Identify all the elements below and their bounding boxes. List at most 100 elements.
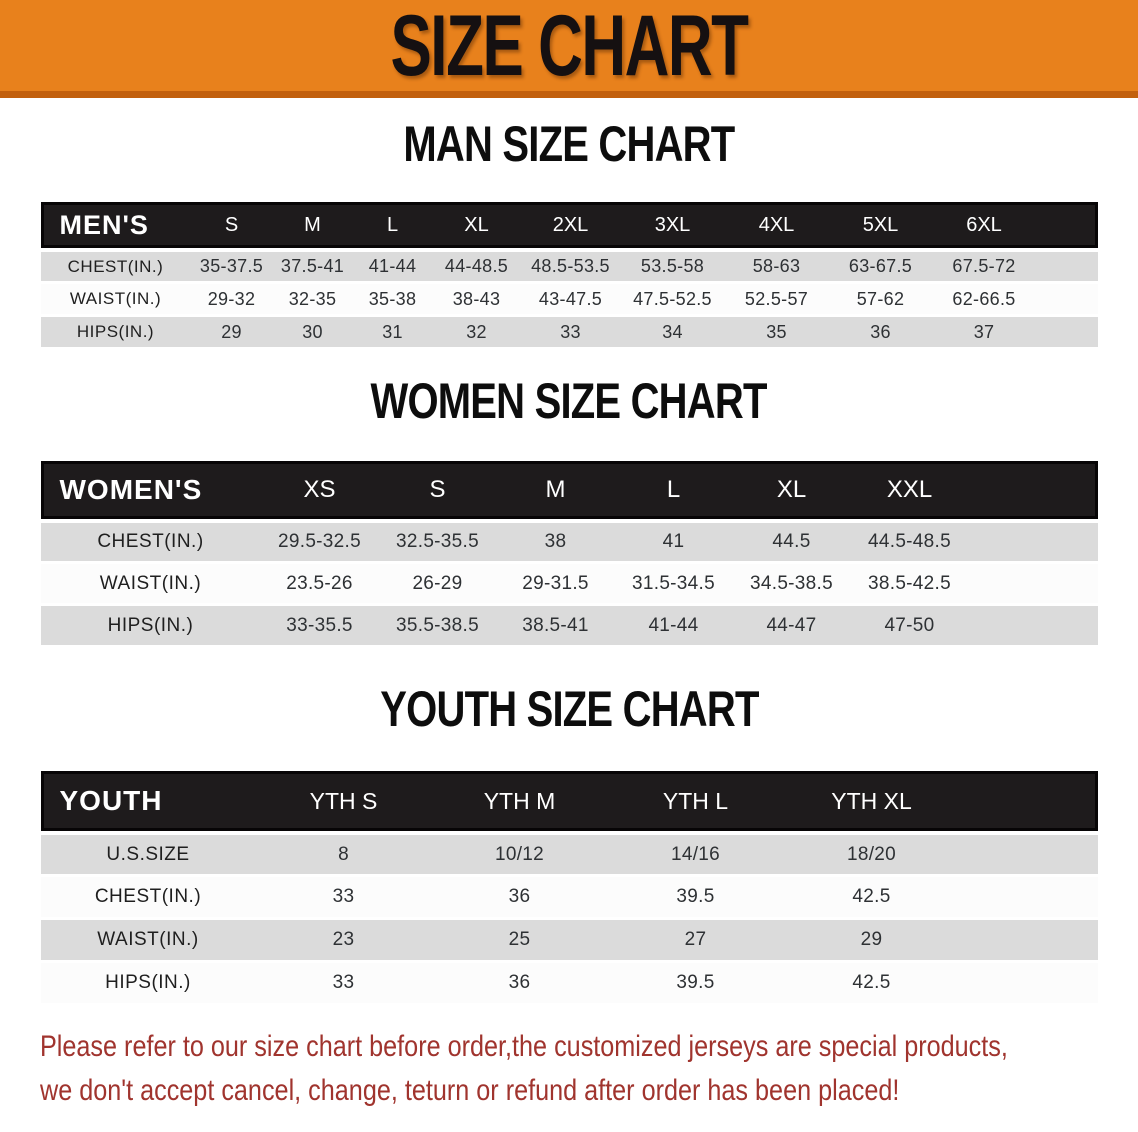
measurement-value: 36 — [431, 874, 608, 917]
column-header: 2XL — [520, 202, 621, 248]
measurement-value: 67.5-72 — [932, 248, 1036, 281]
row-label: HIPS(IN.) — [40, 960, 256, 1003]
measurement-row: CHEST(IN.) 35-37.5 37.5-41 41-44 44-48.5 48.5… — [40, 248, 1098, 281]
measurement-value: 39.5 — [607, 874, 784, 917]
measurement-row: HIPS(IN.) 29 30 31 32 33 34 35 36 37 — [40, 314, 1098, 347]
measurement-value: 44-47 — [732, 603, 851, 645]
column-header: YTH S — [255, 771, 432, 831]
measurement-row: CHEST(IN.) 29.5-32.5 32.5-35.5 38 41 44.5 44.5… — [40, 519, 1098, 561]
measurement-value: 35-38 — [352, 281, 433, 314]
measurement-value: 47-50 — [850, 603, 969, 645]
column-header: XS — [260, 461, 379, 519]
measurement-value: 58-63 — [724, 248, 829, 281]
column-header: YTH M — [431, 771, 608, 831]
row-label: HIPS(IN.) — [40, 603, 261, 645]
size-section-women: WOMEN SIZE CHART WOMEN'S XS S M L XL XXL CHEST… — [0, 373, 1138, 645]
row-filler — [959, 831, 1098, 874]
order-notice: Please refer to our size chart before or… — [40, 1025, 1138, 1113]
section-heading: WOMEN SIZE CHART — [370, 373, 768, 429]
measurement-value: 36 — [828, 314, 933, 347]
section-heading: MAN SIZE CHART — [403, 116, 735, 172]
measurement-value: 38-43 — [432, 281, 521, 314]
row-label: HIPS(IN.) — [40, 314, 191, 347]
measurement-row: U.S.SIZE 8 10/12 14/16 18/20 — [40, 831, 1098, 874]
size-sections: MAN SIZE CHART MEN'S S M L XL 2XL 3XL 4XL 5XL 6XL… — [0, 116, 1138, 1003]
column-header: L — [614, 461, 733, 519]
row-label: U.S.SIZE — [40, 831, 256, 874]
measurement-value: 25 — [431, 917, 608, 960]
measurement-value: 10/12 — [431, 831, 608, 874]
measurement-value: 43-47.5 — [520, 281, 621, 314]
measurement-value: 29-32 — [190, 281, 273, 314]
row-filler — [959, 960, 1098, 1003]
measurement-value: 32-35 — [272, 281, 353, 314]
column-header: 6XL — [932, 202, 1036, 248]
measurement-value: 27 — [607, 917, 784, 960]
measurement-value: 34 — [620, 314, 725, 347]
men-size-table: MEN'S S M L XL 2XL 3XL 4XL 5XL 6XL CHEST(IN.) 35-3… — [40, 202, 1098, 347]
measurement-value: 14/16 — [607, 831, 784, 874]
measurement-value: 8 — [255, 831, 432, 874]
measurement-value: 18/20 — [783, 831, 960, 874]
measurement-value: 33 — [520, 314, 621, 347]
measurement-value: 44.5 — [732, 519, 851, 561]
table-header-row: YOUTH YTH S YTH M YTH L YTH XL — [40, 771, 1098, 831]
measurement-value: 29-31.5 — [496, 561, 615, 603]
measurement-value: 23 — [255, 917, 432, 960]
measurement-value: 29 — [783, 917, 960, 960]
measurement-row: WAIST(IN.) 23 25 27 29 — [40, 917, 1098, 960]
row-label: CHEST(IN.) — [40, 519, 261, 561]
notice-line-2: we don't accept cancel, change, teturn o… — [40, 1074, 900, 1107]
row-label: CHEST(IN.) — [40, 874, 256, 917]
measurement-value: 29.5-32.5 — [260, 519, 379, 561]
table-header-row: WOMEN'S XS S M L XL XXL — [40, 461, 1098, 519]
measurement-value: 41-44 — [352, 248, 433, 281]
table-group-label: MEN'S — [40, 202, 191, 248]
measurement-value: 30 — [272, 314, 353, 347]
measurement-value: 38.5-42.5 — [850, 561, 969, 603]
measurement-value: 37 — [932, 314, 1036, 347]
measurement-value: 47.5-52.5 — [620, 281, 725, 314]
row-label: CHEST(IN.) — [40, 248, 191, 281]
measurement-value: 23.5-26 — [260, 561, 379, 603]
women-size-table: WOMEN'S XS S M L XL XXL CHEST(IN.) 29.5-32.5 32.… — [40, 461, 1098, 645]
measurement-value: 57-62 — [828, 281, 933, 314]
measurement-value: 35-37.5 — [190, 248, 273, 281]
measurement-row: HIPS(IN.) 33 36 39.5 42.5 — [40, 960, 1098, 1003]
measurement-value: 53.5-58 — [620, 248, 725, 281]
measurement-value: 31 — [352, 314, 433, 347]
measurement-value: 32.5-35.5 — [378, 519, 497, 561]
row-filler — [1035, 314, 1098, 347]
column-header: M — [496, 461, 615, 519]
measurement-row: WAIST(IN.) 23.5-26 26-29 29-31.5 31.5-34.5 34… — [40, 561, 1098, 603]
measurement-value: 32 — [432, 314, 521, 347]
row-label: WAIST(IN.) — [40, 917, 256, 960]
row-filler — [968, 519, 1098, 561]
measurement-value: 36 — [431, 960, 608, 1003]
column-header: XXL — [850, 461, 969, 519]
header-filler — [1035, 202, 1098, 248]
measurement-value: 48.5-53.5 — [520, 248, 621, 281]
column-header: M — [272, 202, 353, 248]
row-filler — [968, 603, 1098, 645]
measurement-value: 39.5 — [607, 960, 784, 1003]
measurement-value: 34.5-38.5 — [732, 561, 851, 603]
row-filler — [959, 917, 1098, 960]
section-heading: YOUTH SIZE CHART — [379, 681, 759, 737]
measurement-value: 33 — [255, 874, 432, 917]
youth-size-table: YOUTH YTH S YTH M YTH L YTH XL U.S.SIZE 8 10/1… — [40, 771, 1098, 1003]
size-section-youth: YOUTH SIZE CHART YOUTH YTH S YTH M YTH L YTH… — [0, 681, 1138, 1003]
notice-line-1: Please refer to our size chart before or… — [40, 1030, 1008, 1063]
measurement-value: 44.5-48.5 — [850, 519, 969, 561]
measurement-value: 42.5 — [783, 874, 960, 917]
column-header: YTH XL — [783, 771, 960, 831]
banner: SIZE CHART — [0, 0, 1138, 98]
measurement-value: 37.5-41 — [272, 248, 353, 281]
measurement-value: 63-67.5 — [828, 248, 933, 281]
column-header: S — [378, 461, 497, 519]
measurement-value: 52.5-57 — [724, 281, 829, 314]
header-filler — [968, 461, 1098, 519]
measurement-value: 38.5-41 — [496, 603, 615, 645]
table-group-label: WOMEN'S — [40, 461, 261, 519]
measurement-value: 33-35.5 — [260, 603, 379, 645]
